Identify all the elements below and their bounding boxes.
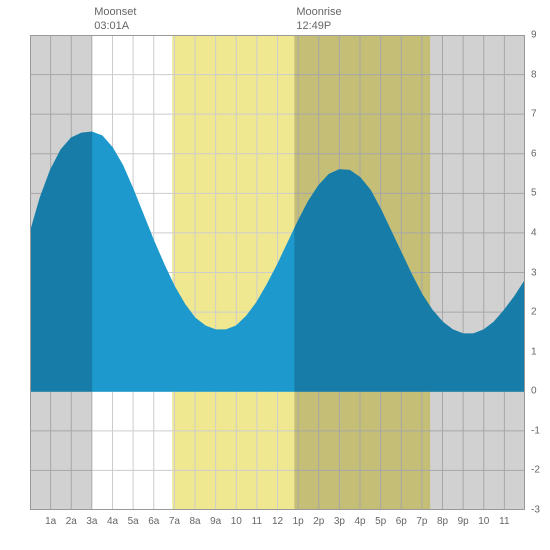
x-tick-label: 11 bbox=[499, 516, 509, 527]
x-tick-label: 12 bbox=[272, 516, 283, 527]
x-tick-label: 10 bbox=[478, 516, 489, 527]
y-tick-label: 1 bbox=[531, 346, 537, 357]
moonset-time: 03:01A bbox=[94, 20, 136, 34]
y-tick-label: 3 bbox=[531, 267, 537, 278]
x-tick-label: 5a bbox=[128, 516, 139, 527]
moonset-title: Moonset bbox=[94, 6, 136, 18]
y-tick-label: 6 bbox=[531, 148, 537, 159]
moon-absent-shade bbox=[30, 35, 92, 510]
moonrise-title: Moonrise bbox=[296, 6, 341, 18]
y-tick-label: -1 bbox=[531, 425, 540, 436]
y-tick-label: -2 bbox=[531, 465, 540, 476]
x-tick-label: 9a bbox=[210, 516, 221, 527]
x-tick-label: 10 bbox=[231, 516, 242, 527]
x-tick-label: 5p bbox=[375, 516, 386, 527]
moonset-annotation: Moonset 03:01A bbox=[94, 6, 136, 34]
tide-chart: { "canvas": { "width": 550, "height": 55… bbox=[0, 0, 550, 550]
x-tick-label: 4a bbox=[107, 516, 118, 527]
chart-svg bbox=[0, 0, 550, 550]
y-tick-label: 0 bbox=[531, 386, 537, 397]
x-tick-label: 4p bbox=[354, 516, 365, 527]
x-tick-label: 8a bbox=[189, 516, 200, 527]
x-tick-label: 3a bbox=[86, 516, 97, 527]
x-tick-label: 7p bbox=[416, 516, 427, 527]
y-tick-label: 5 bbox=[531, 188, 537, 199]
moonrise-time: 12:49P bbox=[296, 20, 341, 34]
y-tick-label: 8 bbox=[531, 69, 537, 80]
x-tick-label: 1p bbox=[293, 516, 304, 527]
x-tick-label: 8p bbox=[437, 516, 448, 527]
moonrise-annotation: Moonrise 12:49P bbox=[296, 6, 341, 34]
y-tick-label: -3 bbox=[531, 505, 540, 516]
y-tick-label: 2 bbox=[531, 307, 537, 318]
x-tick-label: 9p bbox=[458, 516, 469, 527]
x-tick-label: 6p bbox=[396, 516, 407, 527]
y-tick-label: 9 bbox=[531, 30, 537, 41]
x-tick-label: 7a bbox=[169, 516, 180, 527]
y-tick-label: 7 bbox=[531, 109, 537, 120]
x-tick-label: 3p bbox=[334, 516, 345, 527]
x-tick-label: 6a bbox=[148, 516, 159, 527]
x-tick-label: 1a bbox=[45, 516, 56, 527]
x-tick-label: 2a bbox=[66, 516, 77, 527]
x-tick-label: 2p bbox=[313, 516, 324, 527]
y-tick-label: 4 bbox=[531, 227, 537, 238]
x-tick-label: 11 bbox=[252, 516, 262, 527]
moon-absent-shade bbox=[294, 35, 525, 510]
